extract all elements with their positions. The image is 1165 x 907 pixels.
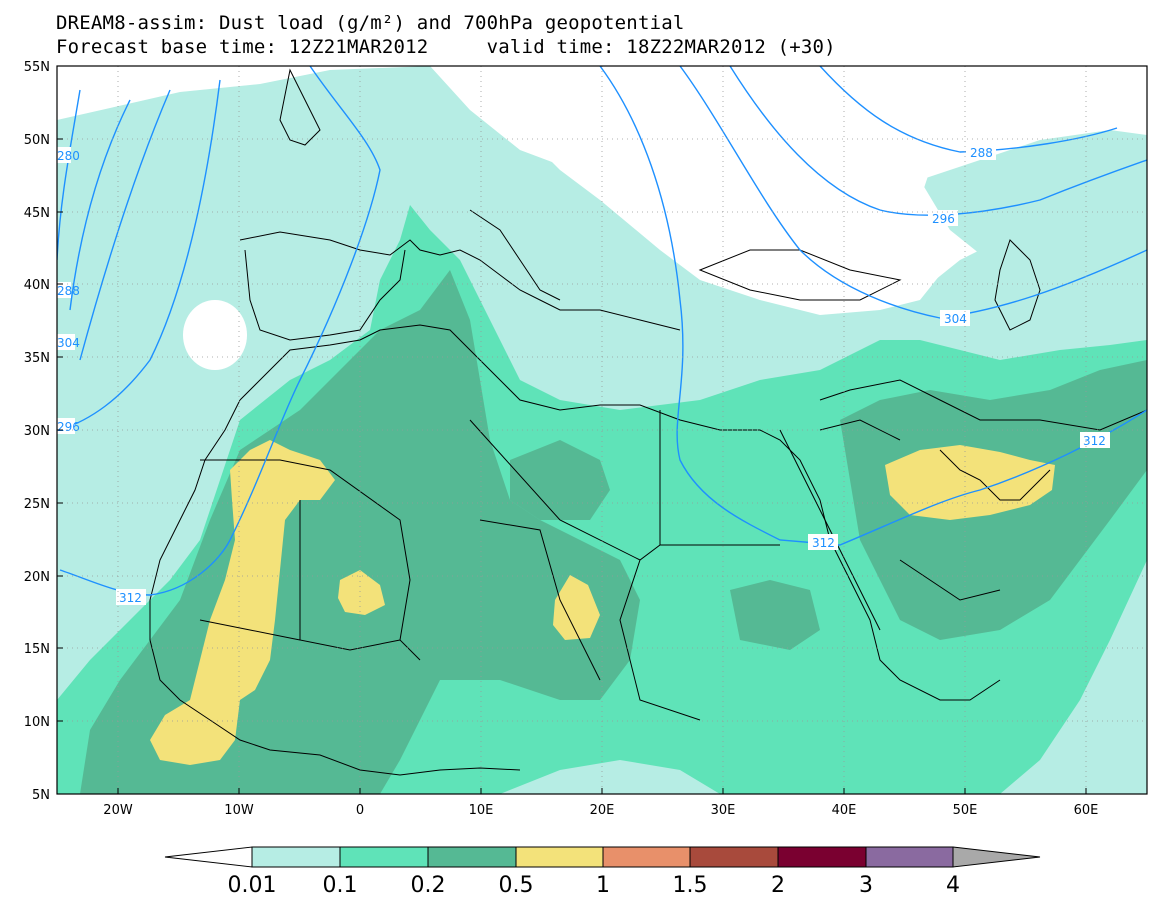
colorbar-label: 1	[596, 873, 610, 898]
colorbar-under-arrow	[164, 846, 253, 868]
lon-label: 20W	[103, 803, 133, 818]
lon-label: 0	[356, 803, 364, 818]
colorbar-label: 3	[859, 873, 873, 898]
colorbar-label: 1.5	[673, 873, 708, 898]
colorbar-cell	[251, 846, 341, 868]
map-subtitle: Forecast base time: 12Z21MAR2012 valid t…	[56, 36, 836, 58]
clean-air-europe	[520, 66, 1147, 315]
dust-region-0.2-central	[510, 440, 610, 520]
lat-label: 40N	[24, 278, 50, 293]
contour-312-central	[599, 66, 1147, 546]
geopotential-contours	[57, 66, 1147, 596]
contour-label: 304	[944, 312, 967, 326]
colorbar-label: 0.5	[499, 873, 534, 898]
lat-label: 35N	[24, 351, 50, 366]
lat-label: 10N	[24, 715, 50, 730]
contour-label: 288	[57, 284, 80, 298]
lat-label: 25N	[24, 497, 50, 512]
colorbar-cell	[777, 846, 867, 868]
map-title: DREAM8-assim: Dust load (g/m²) and 700hP…	[56, 12, 685, 34]
contour-280	[57, 89, 81, 261]
colorbar-labels: 0.01 0.1 0.2 0.5 1 1.5 2 3 4	[228, 873, 960, 898]
colorbar-cell	[602, 846, 691, 868]
contour-304-east	[679, 66, 1147, 319]
colorbar-cell	[339, 846, 429, 868]
contour-label: 296	[932, 212, 955, 226]
coastline-black-sea	[698, 249, 902, 301]
colorbar-label: 0.01	[228, 873, 277, 898]
contour-label: 312	[1083, 434, 1106, 448]
grid-lines	[57, 66, 1147, 794]
colorbar-label: 2	[771, 873, 785, 898]
contour-label: 304	[57, 336, 80, 350]
contour-288-east	[819, 66, 1118, 153]
lat-ticks	[57, 65, 63, 795]
lat-label: 55N	[24, 60, 50, 75]
contour-labels: 288 296 304 312 312 312 296 304 288 280	[57, 144, 1110, 605]
coastline-uk	[279, 68, 321, 146]
lon-label: 10E	[469, 803, 494, 818]
lat-labels: 55N 50N 45N 40N 35N 30N 25N 20N 15N 10N …	[24, 60, 50, 803]
dust-region-0.5-arabia	[885, 445, 1055, 520]
coastline-red-sea	[779, 429, 881, 631]
lon-labels: 20W 10W 0 10E 20E 30E 40E 50E 60E	[103, 803, 1098, 818]
dust-region-0.01-ne	[920, 130, 1147, 300]
coastline-caspian	[994, 239, 1041, 331]
contour-label: 280	[57, 149, 80, 163]
lon-label: 30E	[711, 803, 736, 818]
colorbar-cell	[689, 846, 779, 868]
lat-label: 15N	[24, 642, 50, 657]
contour-296-west	[79, 89, 171, 361]
coastline-italy	[469, 209, 561, 301]
lat-label: 30N	[24, 424, 50, 439]
lat-label: 45N	[24, 206, 50, 221]
colorbar-cell	[865, 846, 954, 868]
dust-free-area	[183, 300, 247, 370]
contour-312-west	[59, 66, 381, 596]
coastline-europe	[239, 231, 681, 331]
lon-label: 10W	[224, 803, 254, 818]
dust-region-0.5-sahara	[150, 440, 335, 765]
colorbar-label: 0.1	[323, 873, 358, 898]
colorbar-cell	[427, 846, 517, 868]
contour-label: 312	[812, 536, 835, 550]
colorbar-label: 0.2	[411, 873, 446, 898]
clean-air-south	[500, 760, 720, 794]
dust-region-0.2-sudan	[730, 580, 820, 650]
coastline-atlantic	[149, 399, 521, 776]
contour-304-west	[59, 79, 221, 431]
lon-label: 60E	[1074, 803, 1099, 818]
contour-296-east	[729, 66, 1147, 216]
lon-label: 20E	[590, 803, 615, 818]
dust-region-0.5-mali	[338, 570, 385, 615]
lat-label: 50N	[24, 133, 50, 148]
coastline-arabia	[819, 379, 1147, 431]
dust-region-0.5-chad	[553, 575, 600, 640]
lon-label: 40E	[832, 803, 857, 818]
colorbar-cell	[515, 846, 604, 868]
contour-label: 288	[970, 146, 993, 160]
contour-label: 312	[119, 591, 142, 605]
contour-label: 296	[57, 420, 80, 434]
coastlines	[149, 68, 1147, 776]
lat-label: 5N	[32, 788, 50, 803]
coastline-persian-gulf	[939, 449, 1051, 501]
colorbar-over-arrow	[952, 846, 1041, 868]
lon-label: 50E	[953, 803, 978, 818]
coastline-iberia	[244, 249, 406, 341]
lat-label: 20N	[24, 570, 50, 585]
contour-288-west	[69, 99, 131, 311]
lon-ticks	[117, 788, 1087, 794]
colorbar	[164, 846, 1041, 868]
country-borders	[199, 410, 1001, 721]
colorbar-label: 4	[946, 873, 960, 898]
